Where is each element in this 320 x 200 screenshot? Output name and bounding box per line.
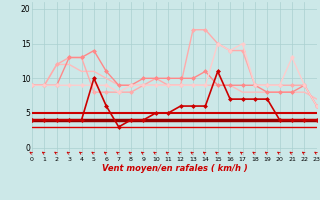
- X-axis label: Vent moyen/en rafales ( km/h ): Vent moyen/en rafales ( km/h ): [101, 164, 247, 173]
